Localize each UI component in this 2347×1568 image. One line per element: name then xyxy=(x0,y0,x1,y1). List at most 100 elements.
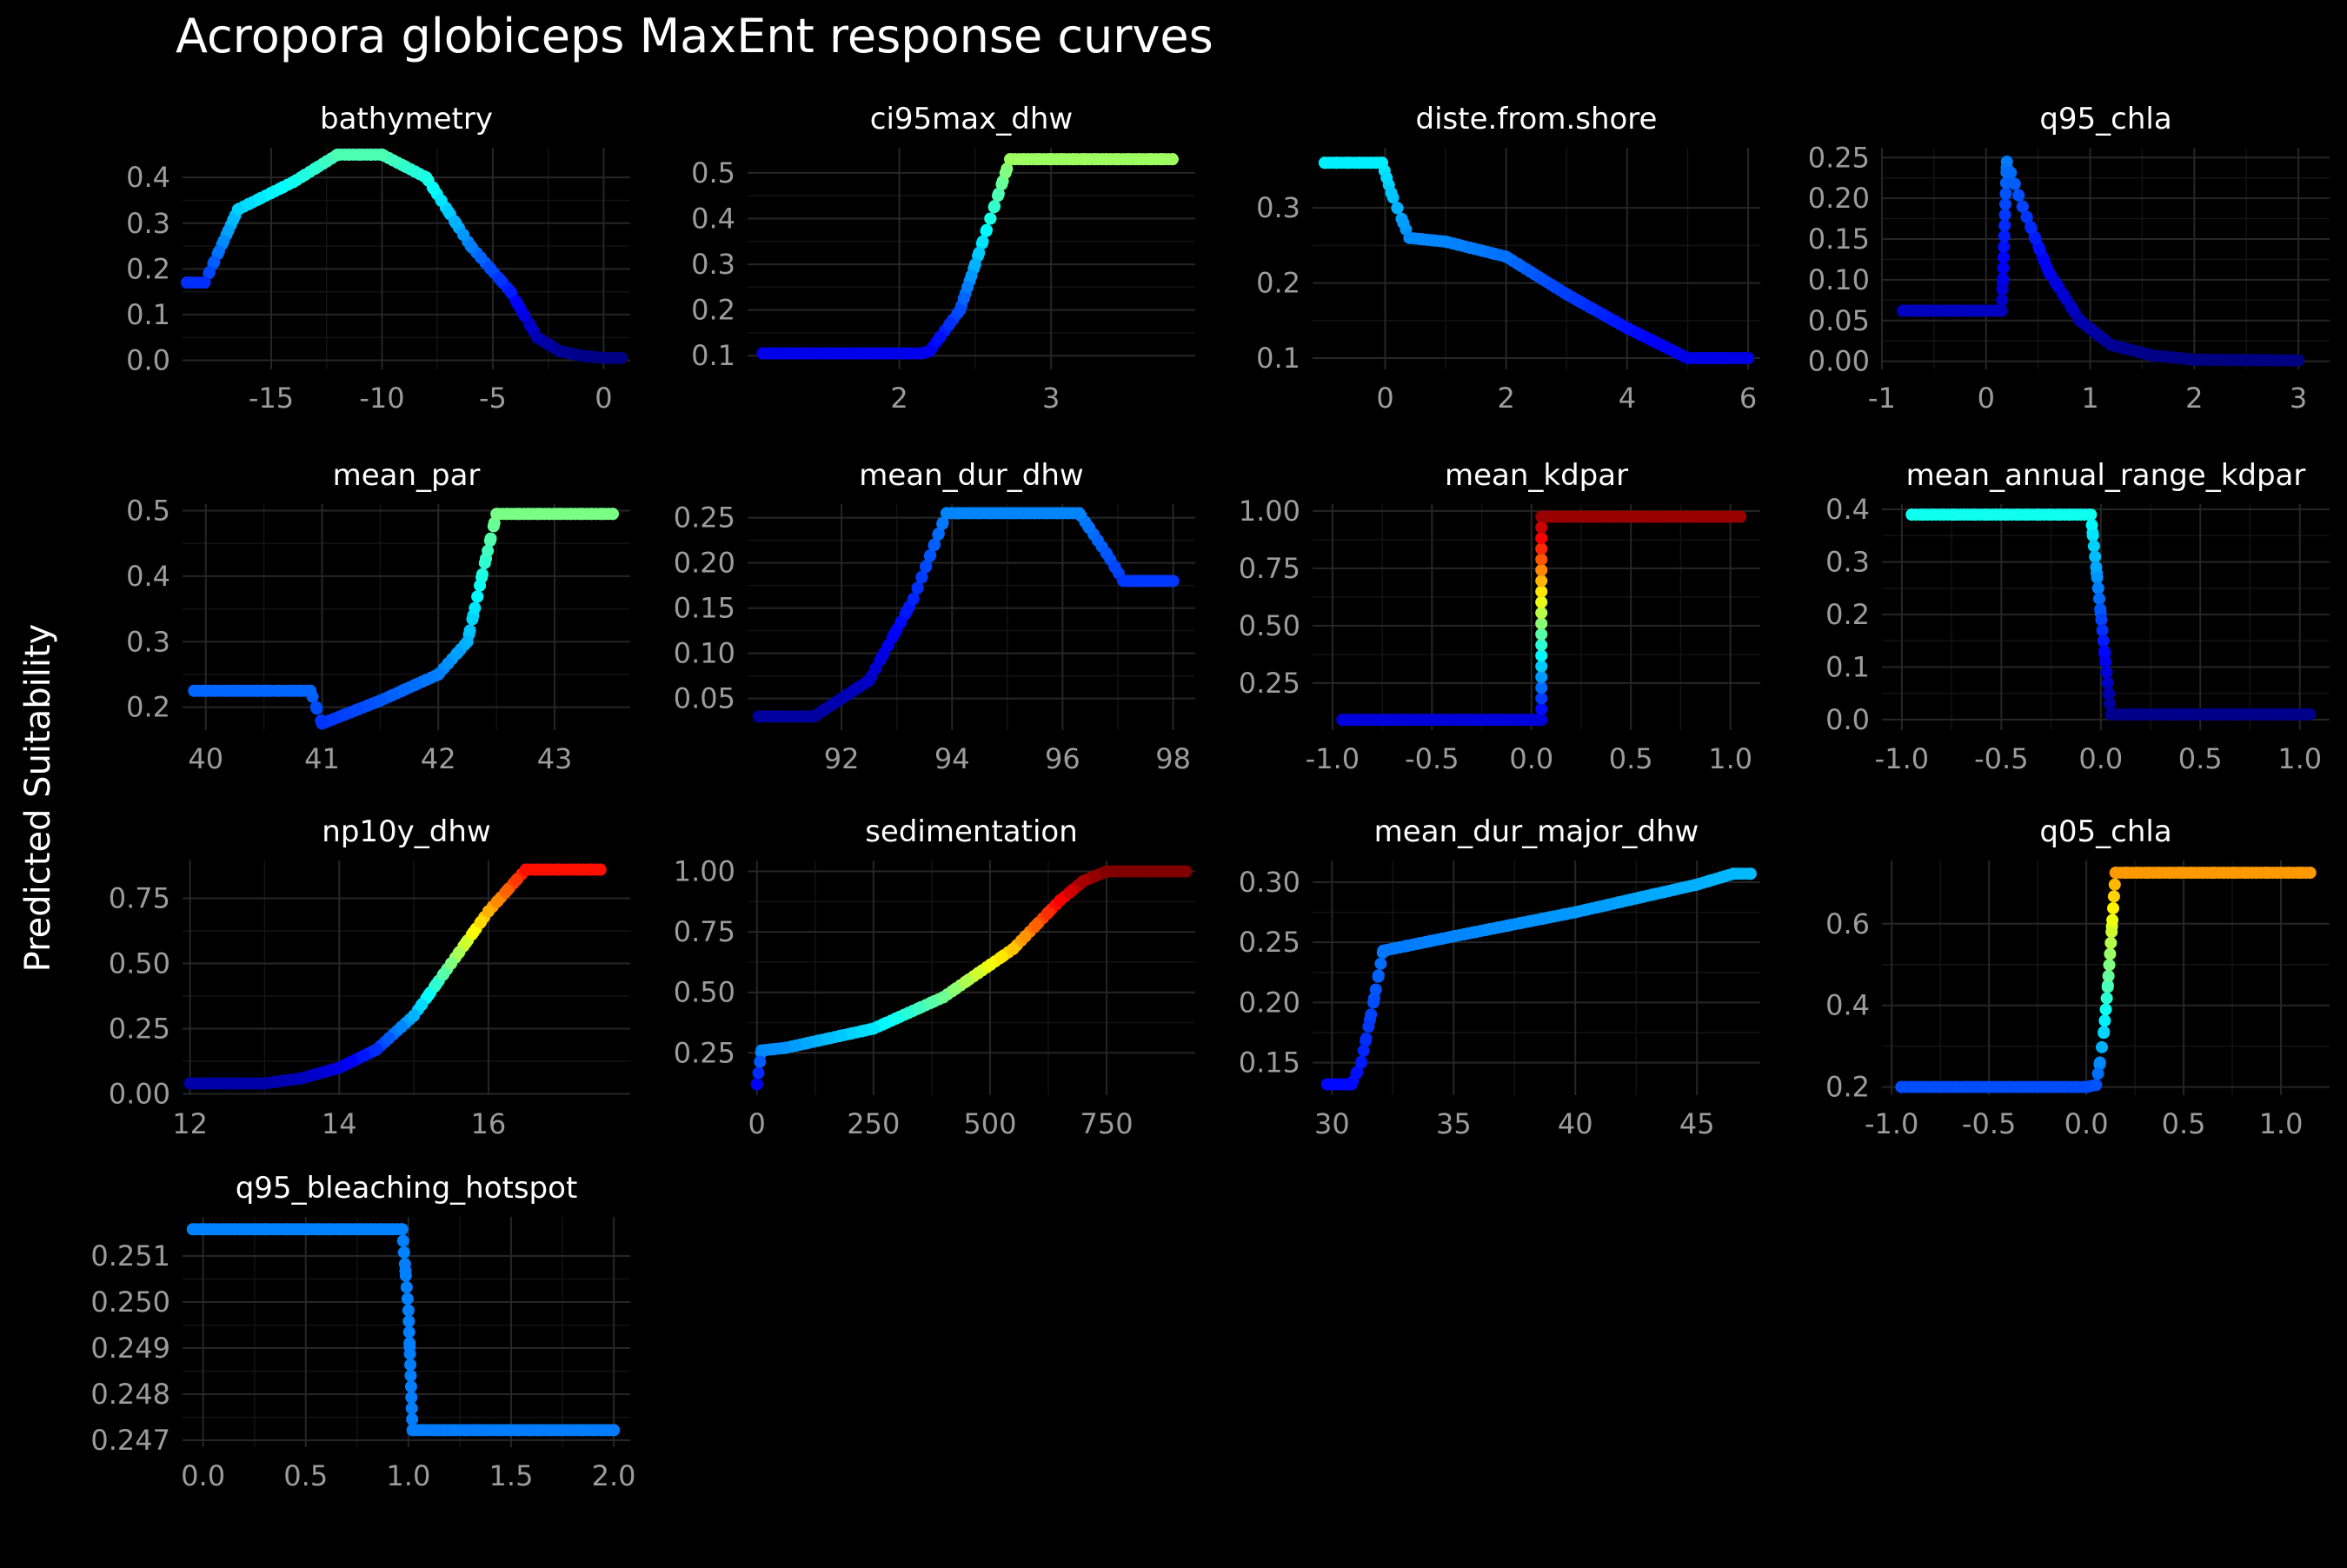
x-tick-label: -0.5 xyxy=(1974,742,2028,775)
data-point xyxy=(954,303,967,316)
data-point xyxy=(1658,886,1671,899)
data-point xyxy=(1629,510,1642,523)
data-point xyxy=(1997,251,2010,264)
panel-title: bathymetry xyxy=(320,102,493,136)
data-point xyxy=(555,1424,568,1437)
data-point xyxy=(406,1424,419,1437)
data-point xyxy=(1391,202,1404,215)
data-point xyxy=(396,1234,409,1247)
data-point xyxy=(1535,702,1548,715)
data-point xyxy=(875,651,888,664)
data-point xyxy=(915,571,928,584)
data-point xyxy=(1691,878,1704,891)
x-tick-label: -0.5 xyxy=(1962,1107,2016,1140)
data-point xyxy=(2012,189,2025,202)
data-point xyxy=(2234,354,2247,367)
data-point xyxy=(1982,1080,1995,1093)
data-point xyxy=(1100,865,1114,878)
data-point xyxy=(375,1223,388,1236)
data-point xyxy=(1354,1056,1367,1069)
data-point xyxy=(1916,508,1929,522)
data-point xyxy=(1951,304,1965,317)
data-point xyxy=(1067,153,1080,166)
data-point xyxy=(1397,216,1410,229)
data-point xyxy=(564,347,577,360)
data-point xyxy=(1502,919,1515,932)
data-point xyxy=(1380,171,1393,184)
panel-title: q05_chla xyxy=(2039,814,2171,849)
y-tick-label: 0.75 xyxy=(1239,552,1300,585)
data-point xyxy=(1580,903,1593,916)
data-point xyxy=(1154,575,1167,588)
data-point xyxy=(1535,595,1548,608)
data-point xyxy=(834,1029,847,1042)
data-point xyxy=(1937,508,1950,522)
data-point xyxy=(936,517,949,530)
data-point xyxy=(1620,322,1633,335)
data-point xyxy=(961,281,974,294)
data-point xyxy=(382,1032,396,1045)
panel-mean-dur-major-dhw: mean_dur_major_dhw 30 35 40 45 0.15 0.20 0.25 0.… xyxy=(1239,814,1760,1140)
data-point xyxy=(1572,295,1586,308)
data-point xyxy=(2304,708,2317,721)
data-point xyxy=(1681,510,1694,523)
data-point xyxy=(1318,156,1331,169)
data-point xyxy=(362,699,376,712)
data-point xyxy=(980,223,993,236)
data-point xyxy=(1167,575,1180,588)
data-point xyxy=(1155,153,1168,166)
data-point xyxy=(1999,187,2012,200)
panel-sedimentation: sedimentation 0 250 500 750 0.25 0.50 0.75 1.00 xyxy=(674,814,1195,1140)
data-point xyxy=(357,1049,370,1062)
data-point xyxy=(1377,944,1390,957)
data-point xyxy=(236,1077,249,1090)
data-point xyxy=(2092,592,2105,605)
data-point xyxy=(594,863,607,876)
data-point xyxy=(1051,507,1064,520)
data-point xyxy=(1971,1080,1984,1093)
data-point xyxy=(1998,229,2011,243)
data-point xyxy=(1440,714,1453,727)
data-point xyxy=(511,508,524,521)
panel-q05-chla: q05_chla -1.0 -0.5 0.0 0.5 1.0 0.2 0.4 0.6 xyxy=(1825,814,2330,1140)
y-tick-label: 0.2 xyxy=(691,294,735,327)
data-point xyxy=(1998,219,2011,232)
data-point xyxy=(615,351,628,364)
panel-diste-from-shore: diste.from.shore 0 2 4 6 0.1 0.2 0.3 xyxy=(1256,102,1760,415)
data-point xyxy=(1535,660,1548,673)
data-point xyxy=(2084,508,2098,522)
data-point xyxy=(2146,349,2159,362)
data-point xyxy=(422,988,435,1001)
panel-bathymetry: bathymetry -15 -10 -5 0 0.0 0.1 0.2 0.3 0.4 xyxy=(126,102,630,415)
data-point xyxy=(1535,585,1548,598)
y-tick-label: 0.3 xyxy=(691,248,735,281)
y-tick-label: 0.25 xyxy=(1808,141,1870,174)
data-point xyxy=(1447,930,1460,943)
data-point xyxy=(1681,352,1694,365)
data-point xyxy=(801,1037,814,1050)
data-point xyxy=(1646,888,1659,901)
data-point xyxy=(754,1055,767,1068)
data-point xyxy=(1962,304,1975,317)
data-point xyxy=(586,1424,599,1437)
data-point xyxy=(1100,548,1114,561)
data-point xyxy=(1357,1044,1370,1057)
data-point xyxy=(198,276,211,289)
data-point xyxy=(320,1065,333,1078)
panel-title: mean_dur_major_dhw xyxy=(1374,814,1699,849)
data-point xyxy=(2087,540,2100,553)
data-point xyxy=(845,1027,858,1040)
data-point xyxy=(2015,1080,2028,1093)
data-point xyxy=(1996,282,2009,296)
data-point xyxy=(1367,714,1380,727)
data-point xyxy=(1492,921,1505,934)
data-point xyxy=(1713,510,1726,523)
data-point xyxy=(283,1073,296,1086)
data-point xyxy=(2108,878,2121,891)
data-point xyxy=(222,224,235,237)
data-point xyxy=(841,688,854,701)
data-point xyxy=(1525,914,1538,927)
panel-title: np10y_dhw xyxy=(322,814,490,849)
data-point xyxy=(2157,708,2170,721)
